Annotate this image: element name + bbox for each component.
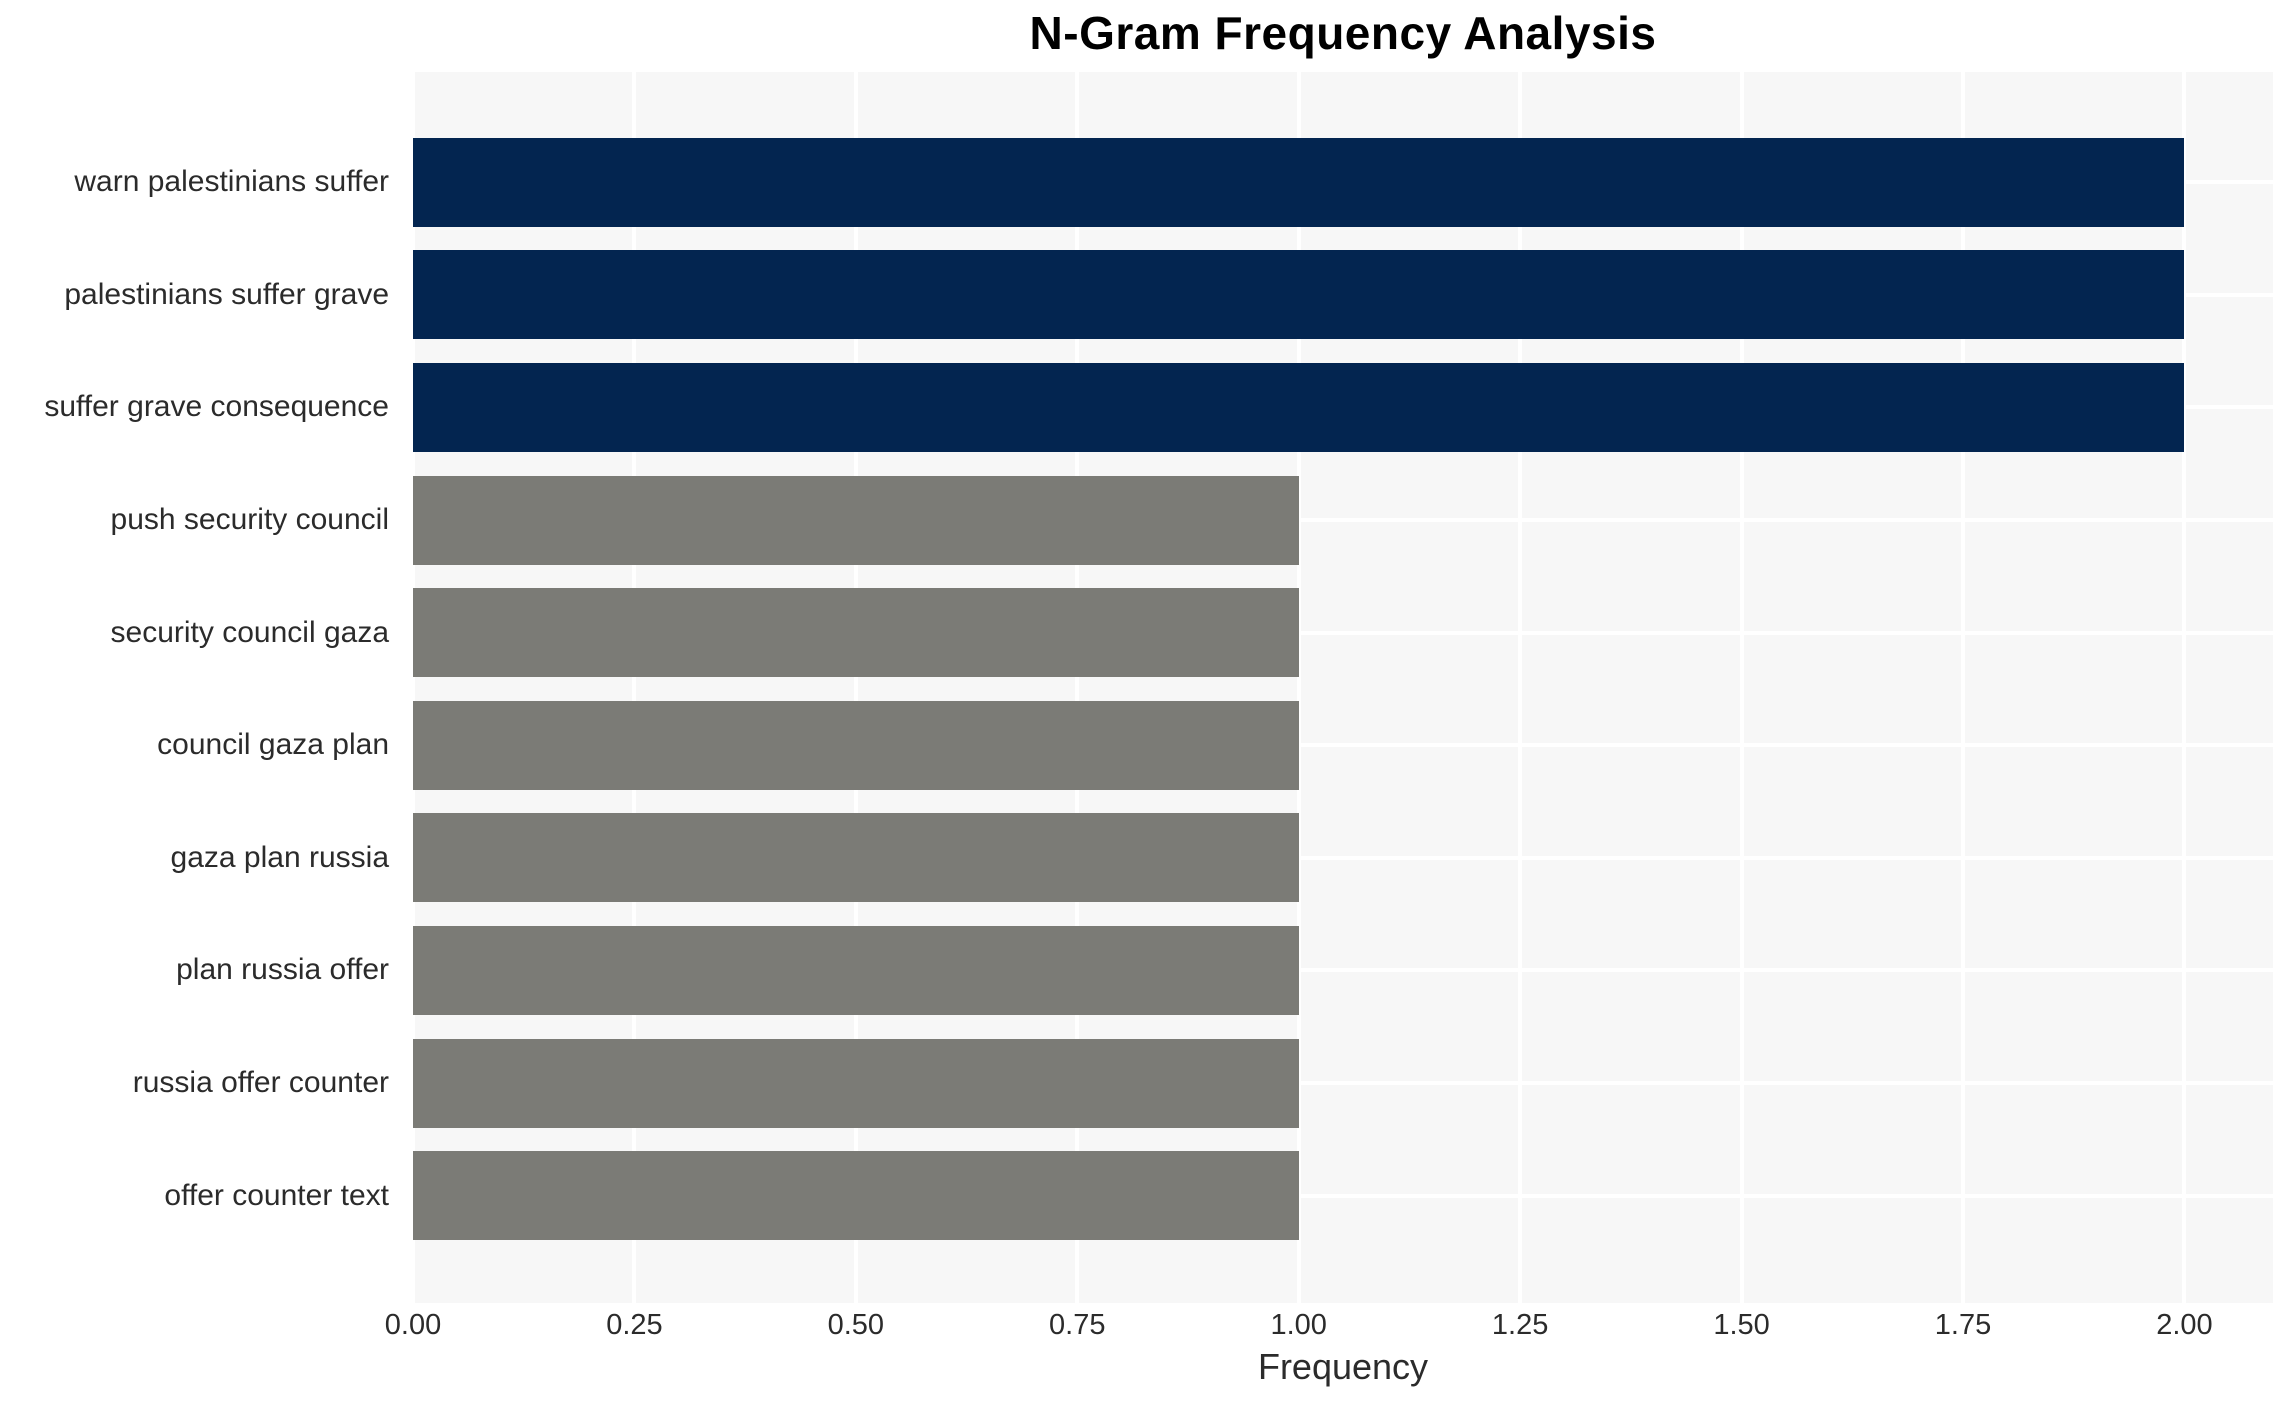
bar-rows	[413, 72, 2273, 1303]
bar	[413, 250, 2185, 340]
y-axis-label: palestinians suffer grave	[64, 277, 389, 311]
bar-row	[413, 576, 2273, 689]
gridline-vertical	[632, 72, 637, 1303]
gridline-vertical	[1961, 72, 1965, 1303]
bar	[413, 1151, 1299, 1241]
bar-row	[413, 464, 2273, 577]
gridline-horizontal	[413, 743, 2273, 748]
y-axis-label: push security council	[110, 503, 389, 537]
bar-row	[413, 126, 2273, 239]
bar-row	[413, 239, 2273, 352]
bar-row	[413, 1027, 2273, 1140]
bar	[413, 588, 1299, 678]
gridline-vertical	[853, 72, 858, 1303]
gridline-horizontal	[413, 1081, 2273, 1086]
x-tick-label: 0.25	[606, 1309, 663, 1341]
gridline-horizontal	[413, 968, 2273, 973]
bar-row	[413, 802, 2273, 915]
bar-row	[413, 351, 2273, 464]
bar	[413, 925, 1299, 1015]
gridline-horizontal	[413, 518, 2273, 523]
plot-area	[413, 72, 2273, 1303]
gridline-horizontal	[413, 855, 2273, 860]
gridline-vertical	[1296, 72, 1301, 1303]
gridline-horizontal	[413, 1193, 2273, 1198]
gridline-vertical	[2182, 72, 2187, 1303]
y-axis-label: gaza plan russia	[170, 840, 389, 874]
gridline-vertical	[1739, 72, 1744, 1303]
y-axis-label: council gaza plan	[157, 728, 389, 762]
gridline-vertical	[1075, 72, 1080, 1303]
bar-row	[413, 914, 2273, 1027]
x-tick-label: 0.50	[827, 1309, 885, 1341]
bar-row	[413, 689, 2273, 802]
gridline-horizontal	[413, 630, 2273, 635]
chart-title: N-Gram Frequency Analysis	[1029, 7, 1657, 59]
gridline-vertical	[413, 72, 415, 1303]
y-axis-label: russia offer counter	[132, 1066, 389, 1100]
y-axis-label: warn palestinians suffer	[74, 165, 389, 199]
bar-row	[413, 1139, 2273, 1252]
x-tick-label: 2.00	[2156, 1309, 2213, 1341]
bar	[413, 363, 2185, 452]
x-tick-label: 0.00	[384, 1309, 442, 1341]
y-axis-label: security council gaza	[110, 615, 389, 649]
y-axis-label: plan russia offer	[176, 953, 389, 987]
y-axis-label: offer counter text	[164, 1178, 389, 1212]
x-axis-ticks: 0.00 0.25 0.50 0.75 1.00 1.25 1.50 1.75 2.00	[385, 1309, 2273, 1343]
bar	[413, 1038, 1299, 1128]
x-tick-label: 1.50	[1713, 1309, 1770, 1341]
x-tick-label: 1.75	[1934, 1309, 1992, 1341]
x-tick-label: 1.25	[1491, 1309, 1549, 1341]
bar	[413, 700, 1299, 790]
x-axis-title: Frequency	[1257, 1346, 1429, 1387]
bar	[413, 475, 1299, 565]
x-tick-label: 1.00	[1270, 1309, 1327, 1341]
y-axis-labels: warn palestinians suffer palestinians suf…	[0, 72, 401, 1303]
gridline-vertical	[1518, 72, 1523, 1303]
y-axis-label: suffer grave consequence	[44, 390, 389, 424]
bar	[413, 137, 2185, 227]
bar	[413, 813, 1299, 903]
x-tick-label: 0.75	[1049, 1309, 1106, 1341]
